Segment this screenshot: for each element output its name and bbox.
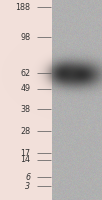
Text: 3: 3: [26, 182, 31, 191]
Text: 49: 49: [21, 84, 31, 93]
Text: 98: 98: [21, 32, 31, 42]
Text: 188: 188: [16, 2, 31, 11]
Text: 38: 38: [21, 104, 31, 114]
Text: 28: 28: [21, 127, 31, 136]
Text: 17: 17: [21, 148, 31, 158]
Text: 6: 6: [26, 172, 31, 182]
Text: 62: 62: [21, 68, 31, 77]
Text: 14: 14: [21, 156, 31, 164]
